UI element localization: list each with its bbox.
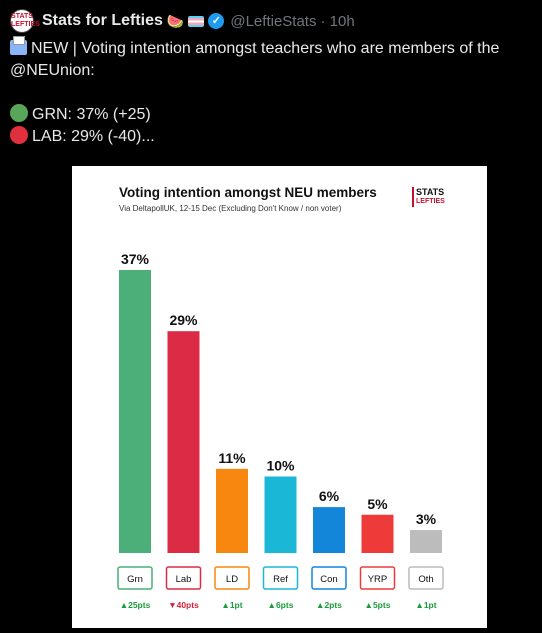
watermelon-icon: 🍉 — [166, 12, 185, 29]
party-label-yrp: YRP — [368, 574, 388, 585]
value-label-yrp: 5% — [367, 496, 388, 512]
change-label-oth: ▲1pt — [415, 600, 436, 610]
ballot-box-icon — [10, 36, 27, 55]
red-circle-icon — [10, 126, 28, 144]
post-time[interactable]: · 10h — [320, 12, 355, 30]
tweet-line-2[interactable]: @NEUnion: — [10, 62, 95, 79]
party-box-ref — [262, 566, 299, 590]
green-circle-icon — [10, 104, 28, 122]
party-box-con — [311, 566, 347, 590]
avatar-text: STATS LEFTIES — [11, 13, 40, 28]
value-label-oth: 3% — [416, 511, 437, 527]
bar-con — [313, 507, 345, 553]
party-label-grn: Grn — [127, 574, 143, 585]
bar-grn — [119, 270, 151, 553]
author-avatar[interactable]: STATS LEFTIES — [10, 9, 40, 33]
party-box-yrp — [359, 566, 396, 590]
tweet-line-1: NEW | Voting intention amongst teachers … — [31, 40, 500, 57]
party-label-ld: LD — [226, 574, 238, 585]
party-label-oth: Oth — [418, 574, 433, 585]
party-label-con: Con — [320, 574, 337, 585]
bar-ld — [216, 468, 248, 553]
bar-yrp — [361, 514, 394, 553]
party-label-lab: Lab — [176, 574, 192, 585]
lab-result: LAB: 29% (-40)... — [32, 128, 155, 145]
party-box-lab — [165, 566, 202, 590]
change-label-ld: ▲1pt — [221, 600, 242, 610]
party-box-ld — [214, 566, 250, 590]
author-handle[interactable]: @LeftieStats — [230, 12, 317, 30]
chart-title: Voting intention amongst NEU members — [119, 185, 377, 200]
value-label-con: 6% — [319, 488, 340, 504]
trans-flag-icon — [188, 15, 205, 27]
bar-oth — [410, 530, 442, 553]
grn-result: GRN: 37% (+25) — [32, 106, 151, 123]
author-name[interactable]: Stats for Lefties — [42, 12, 163, 29]
bar-ref — [264, 476, 297, 553]
change-label-ref: ▲6pts — [268, 600, 294, 610]
tweet-text: NEW | Voting intention amongst teachers … — [10, 36, 535, 148]
verified-badge-icon[interactable]: ✓ — [208, 13, 225, 29]
change-label-lab: ▼40pts — [168, 600, 199, 610]
change-label-yrp: ▲5pts — [365, 600, 391, 610]
bar-chart: 37% Grn ▲25pts 29% Lab ▼40pts 11% LD ▲1pt 10% Ref ▲… — [117, 251, 444, 610]
change-label-grn: ▲25pts — [120, 600, 151, 610]
bar-lab — [167, 331, 200, 553]
change-label-con: ▲2pts — [316, 600, 342, 610]
chart-subtitle: Via DeltapollUK, 12-15 Dec (Excluding Do… — [119, 204, 342, 213]
stats-for-lefties-logo: STATS LEFTIES — [412, 187, 450, 207]
value-label-ld: 11% — [218, 450, 246, 466]
party-box-grn — [117, 566, 153, 590]
tweet-header: STATS LEFTIES Stats for Lefties 🍉 ✓ @Lef… — [10, 8, 355, 34]
value-label-grn: 37% — [121, 251, 150, 267]
party-box-oth — [408, 566, 444, 590]
party-label-ref: Ref — [273, 574, 288, 585]
chart-image[interactable]: Voting intention amongst NEU members Via… — [72, 166, 487, 628]
value-label-ref: 10% — [266, 458, 295, 474]
value-label-lab: 29% — [169, 312, 198, 328]
